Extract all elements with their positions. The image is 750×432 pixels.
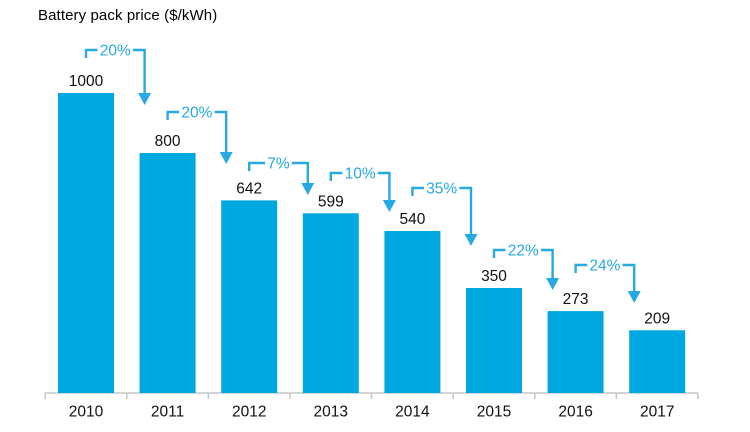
arrow-down-icon <box>627 291 641 303</box>
bar-2014 <box>384 231 441 393</box>
bar-2017 <box>629 330 686 393</box>
value-label-2013: 599 <box>318 193 344 210</box>
annotation-bracket-left <box>84 48 98 58</box>
pct-change-label: 24% <box>589 258 620 275</box>
x-tick-label-2014: 2014 <box>395 404 430 421</box>
arrow-down-icon <box>464 234 478 246</box>
bar-2015 <box>466 288 522 393</box>
annotation-arrow-shaft <box>459 186 473 235</box>
annotation-arrow-shaft <box>541 248 554 279</box>
annotation-bracket-left <box>411 186 424 196</box>
bar-2010 <box>58 93 114 393</box>
annotation-bracket-left <box>492 248 506 258</box>
value-label-2017: 209 <box>644 310 670 327</box>
x-tick-label-2017: 2017 <box>640 404 674 421</box>
value-label-2010: 1000 <box>69 73 104 90</box>
value-label-2012: 642 <box>236 180 262 197</box>
value-label-2015: 350 <box>481 268 507 285</box>
pct-change-label: 35% <box>426 181 457 198</box>
pct-change-label: 20% <box>181 105 212 122</box>
annotation-arrow-shaft <box>377 171 391 201</box>
bar-2016 <box>547 311 604 393</box>
pct-change-label: 20% <box>100 43 131 60</box>
x-tick-label-2012: 2012 <box>232 404 266 421</box>
x-tick-label-2010: 2010 <box>69 404 104 421</box>
pct-change-label: 22% <box>508 243 539 260</box>
x-tick-label-2016: 2016 <box>558 404 592 421</box>
value-label-2011: 800 <box>155 133 181 150</box>
arrow-down-icon <box>546 278 560 290</box>
chart-title: Battery pack price ($/kWh) <box>38 7 218 24</box>
value-label-2016: 273 <box>563 291 589 308</box>
arrow-down-icon <box>219 152 233 164</box>
arrow-down-icon <box>301 183 315 195</box>
annotation-arrow-shaft <box>291 161 309 184</box>
pct-change-label: 7% <box>267 156 290 173</box>
annotation-bracket-left <box>329 171 343 181</box>
pct-change-label: 10% <box>345 166 376 183</box>
arrow-down-icon <box>382 200 396 212</box>
annotation-bracket-left <box>574 263 588 273</box>
bar-2012 <box>221 200 278 393</box>
annotation-bracket-left <box>166 110 180 120</box>
arrow-down-icon <box>138 93 152 105</box>
annotation-arrow-shaft <box>133 48 146 94</box>
x-tick-label-2013: 2013 <box>314 404 348 421</box>
annotation-bracket-left <box>248 161 266 171</box>
bar-2011 <box>139 153 196 393</box>
x-tick-label-2015: 2015 <box>477 404 511 421</box>
x-tick-label-2011: 2011 <box>151 404 184 421</box>
annotation-arrow-shaft <box>214 110 228 153</box>
annotation-arrow-shaft <box>622 263 636 292</box>
value-label-2014: 540 <box>399 211 425 228</box>
bar-2013 <box>302 213 359 393</box>
